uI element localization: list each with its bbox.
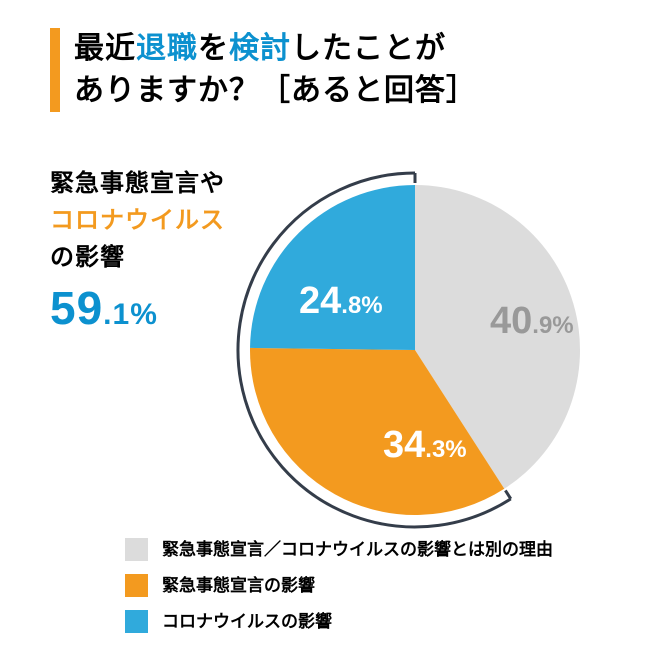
pie-slice — [250, 185, 415, 350]
legend-swatch — [125, 574, 148, 597]
legend-item: コロナウイルスの影響 — [125, 610, 553, 633]
pie-chart: 40.9% 34.3% 24.8% — [205, 140, 625, 560]
callout-percentage: 59.1% — [50, 285, 225, 331]
slice-label: 24.8% — [299, 280, 383, 323]
chart-title: 最近退職を検討したことが ありますか？［あると回答］ — [50, 28, 477, 112]
legend-label: 緊急事態宣言／コロナウイルスの影響とは別の理由 — [162, 541, 553, 558]
title-accent-bar — [50, 28, 60, 112]
slice-label: 34.3% — [383, 424, 467, 467]
legend-swatch — [125, 538, 148, 561]
title-text: 最近退職を検討したことが ありますか？［あると回答］ — [74, 28, 477, 112]
slice-label: 40.9% — [490, 300, 574, 343]
legend-swatch — [125, 610, 148, 633]
callout-summary: 緊急事態宣言や コロナウイルス の影響 59.1% — [50, 165, 225, 331]
legend-label: 緊急事態宣言の影響 — [162, 577, 315, 594]
legend-label: コロナウイルスの影響 — [162, 613, 332, 630]
legend: 緊急事態宣言／コロナウイルスの影響とは別の理由緊急事態宣言の影響コロナウイルスの… — [125, 538, 553, 646]
legend-item: 緊急事態宣言／コロナウイルスの影響とは別の理由 — [125, 538, 553, 561]
legend-item: 緊急事態宣言の影響 — [125, 574, 553, 597]
